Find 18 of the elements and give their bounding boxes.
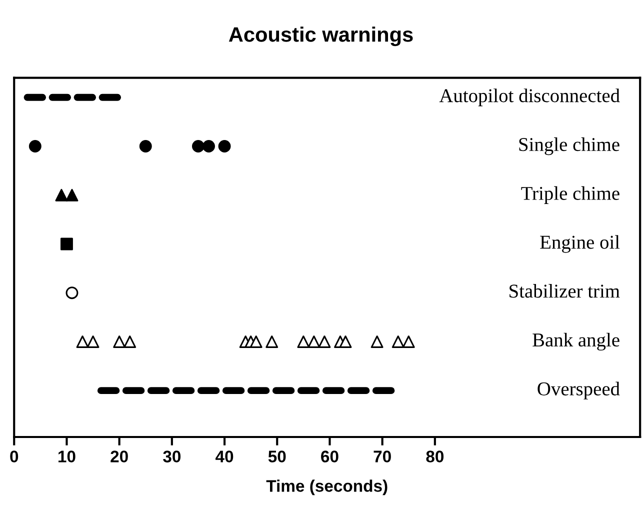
y-tick-label: Overspeed (538, 382, 620, 400)
x-tick-label: 80 (426, 450, 444, 462)
y-tick-label: Bank angle (532, 332, 620, 351)
x-tick-label: 0 (10, 450, 18, 462)
chart-title: Acoustic warnings (228, 26, 413, 46)
x-tick-label: 70 (374, 450, 391, 462)
x-tick-label: 20 (110, 450, 128, 462)
y-tick-label: Single chime (519, 137, 620, 156)
y-tick-label: Stabilizer trim (510, 284, 620, 298)
y-tick-label: Engine oil (540, 235, 620, 253)
x-axis-title: Time (seconds) (266, 480, 388, 496)
x-tick-label: 40 (216, 450, 234, 462)
x-tick-label: 60 (321, 450, 338, 462)
y-tick-label: Triple chime (521, 186, 620, 204)
x-tick-label: 10 (58, 450, 76, 462)
y-tick-label: Autopilot disconnected (439, 88, 620, 106)
x-tick-label: 50 (268, 450, 286, 462)
x-tick-label: 30 (163, 450, 181, 462)
